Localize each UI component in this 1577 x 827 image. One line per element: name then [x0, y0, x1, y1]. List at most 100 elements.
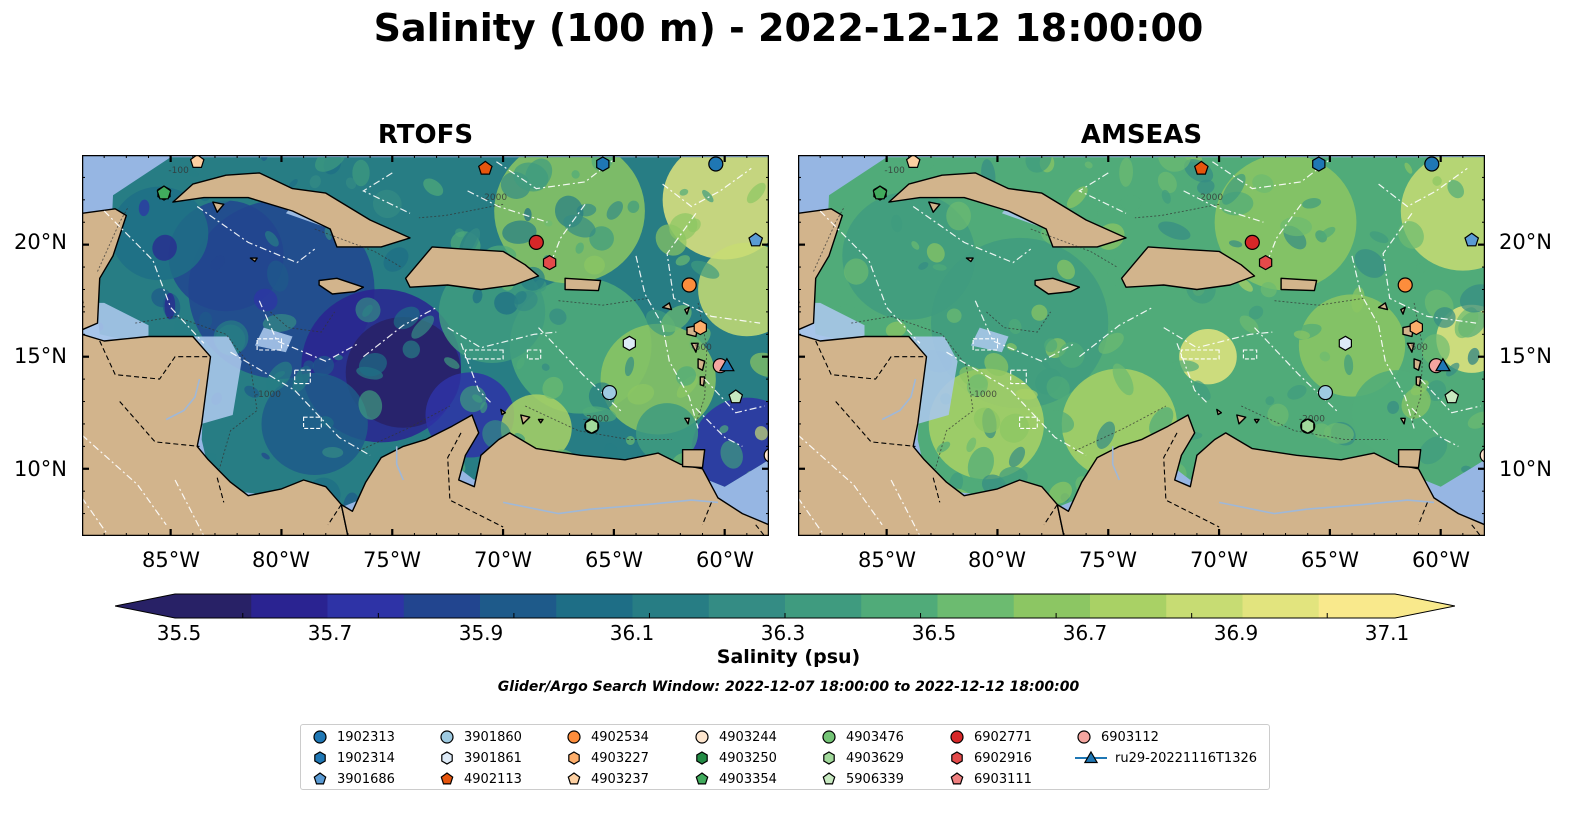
- float-marker-6902771: [1244, 234, 1260, 251]
- float-marker-4902113: [477, 160, 493, 175]
- land: [1377, 302, 1389, 311]
- land: [1120, 246, 1256, 291]
- legend-marker-icon: [822, 772, 836, 785]
- contour-label: -2000: [1299, 415, 1325, 425]
- river: [1307, 499, 1435, 510]
- legend-item: ru29-20221116T1326: [1075, 748, 1257, 768]
- eez-boundary: [662, 167, 752, 208]
- eddy: [1320, 226, 1336, 239]
- river: [502, 501, 592, 515]
- eez-boundary: [230, 351, 371, 456]
- eddy: [1351, 287, 1365, 313]
- legend-symbol: [823, 751, 835, 765]
- eddy: [188, 169, 199, 177]
- eddy: [1197, 179, 1215, 195]
- eddy: [563, 214, 596, 238]
- eez-boundary: [1183, 190, 1264, 223]
- eddy: [966, 374, 988, 397]
- float-marker-4902534: [681, 277, 697, 293]
- legend-symbol: [951, 751, 963, 765]
- legend-item: 1902314: [311, 748, 395, 768]
- salinity-region: [698, 242, 769, 337]
- eddy: [303, 360, 315, 371]
- eddy: [411, 315, 435, 339]
- eez-boundary: [798, 434, 883, 526]
- eez-boundary: [1411, 407, 1459, 447]
- eddy: [1006, 343, 1017, 351]
- eez-boundary: [974, 300, 1076, 362]
- eez-boundary: [196, 206, 316, 264]
- legend-marker-icon: [695, 730, 709, 744]
- float-marker-1902314: [596, 156, 610, 172]
- legend-label: 4903476: [846, 729, 904, 745]
- eddy: [372, 189, 402, 219]
- land: [564, 277, 602, 292]
- protected-area: [526, 349, 542, 360]
- eddy: [324, 227, 332, 241]
- legend-symbol: [950, 730, 964, 744]
- legend-marker-icon: [950, 772, 964, 785]
- eddy: [1459, 284, 1485, 313]
- eddy: [322, 446, 344, 458]
- eez-boundary: [174, 479, 205, 536]
- map-panel-amseas: -2000 -2000 -1000 -100 -500: [798, 155, 1485, 536]
- country-border: [216, 477, 225, 503]
- eddy: [575, 242, 584, 254]
- eddy: [345, 177, 357, 190]
- eddy: [1015, 388, 1038, 400]
- eddy: [267, 260, 289, 292]
- float-marker-ru29-20221116T1326: [718, 357, 735, 372]
- protected-area: [1010, 369, 1027, 385]
- land: [318, 277, 365, 295]
- eez-boundary: [1351, 255, 1415, 429]
- lat-tick-label: 10°N: [1499, 457, 1552, 481]
- eddy: [702, 189, 714, 203]
- float-marker-4903237: [189, 155, 205, 168]
- eddy: [261, 452, 270, 460]
- float-marker-ru29-20221116T1326: [1434, 357, 1451, 372]
- eddy: [460, 385, 487, 413]
- colorbar-tick-label: 36.7: [1062, 621, 1108, 645]
- lat-tick-label: 20°N: [1499, 230, 1552, 254]
- legend-marker-icon: [1077, 730, 1091, 744]
- map-frame: [82, 155, 769, 536]
- legend-symbol: [567, 730, 581, 744]
- eddy: [1323, 422, 1354, 444]
- eddy: [885, 321, 907, 338]
- legend-item: 4903237: [565, 769, 649, 789]
- eddy: [604, 443, 619, 460]
- colorbar-segment: [1242, 594, 1320, 618]
- land: [1415, 376, 1422, 387]
- eddy: [513, 291, 527, 305]
- legend-label: 3901686: [337, 771, 395, 787]
- legend-item: 3901686: [311, 769, 395, 789]
- legend-marker-icon: [568, 751, 580, 765]
- protected-area: [1242, 349, 1258, 360]
- colorbar-segment: [1318, 594, 1396, 618]
- eddy: [319, 416, 334, 428]
- eddy: [1369, 231, 1389, 244]
- colorbar-tick-label: 36.5: [911, 621, 957, 645]
- contour-label: -100: [884, 166, 905, 176]
- eez-boundary: [912, 206, 1032, 264]
- salinity-region: [110, 186, 209, 281]
- land: [1406, 342, 1415, 353]
- land: [798, 208, 843, 331]
- legend-item: 4903227: [565, 748, 649, 768]
- country-border: [1471, 524, 1482, 536]
- legend-marker-icon: [313, 772, 327, 785]
- lon-tick-label: 65°W: [1301, 548, 1359, 572]
- colorbar-segment: [1166, 594, 1244, 618]
- legend-item: 4903629: [820, 748, 904, 768]
- bathymetry-contour: [1274, 297, 1364, 306]
- eddy: [1344, 354, 1354, 376]
- country-border: [835, 401, 916, 447]
- eddy: [1057, 259, 1075, 280]
- legend-item: 4902113: [438, 769, 522, 789]
- country-border: [815, 340, 927, 380]
- protected-area: [303, 416, 322, 429]
- colorbar-segment: [785, 594, 862, 618]
- float-marker-3901860: [1317, 384, 1334, 401]
- legend-symbol: [1083, 750, 1099, 764]
- country-border: [327, 504, 342, 526]
